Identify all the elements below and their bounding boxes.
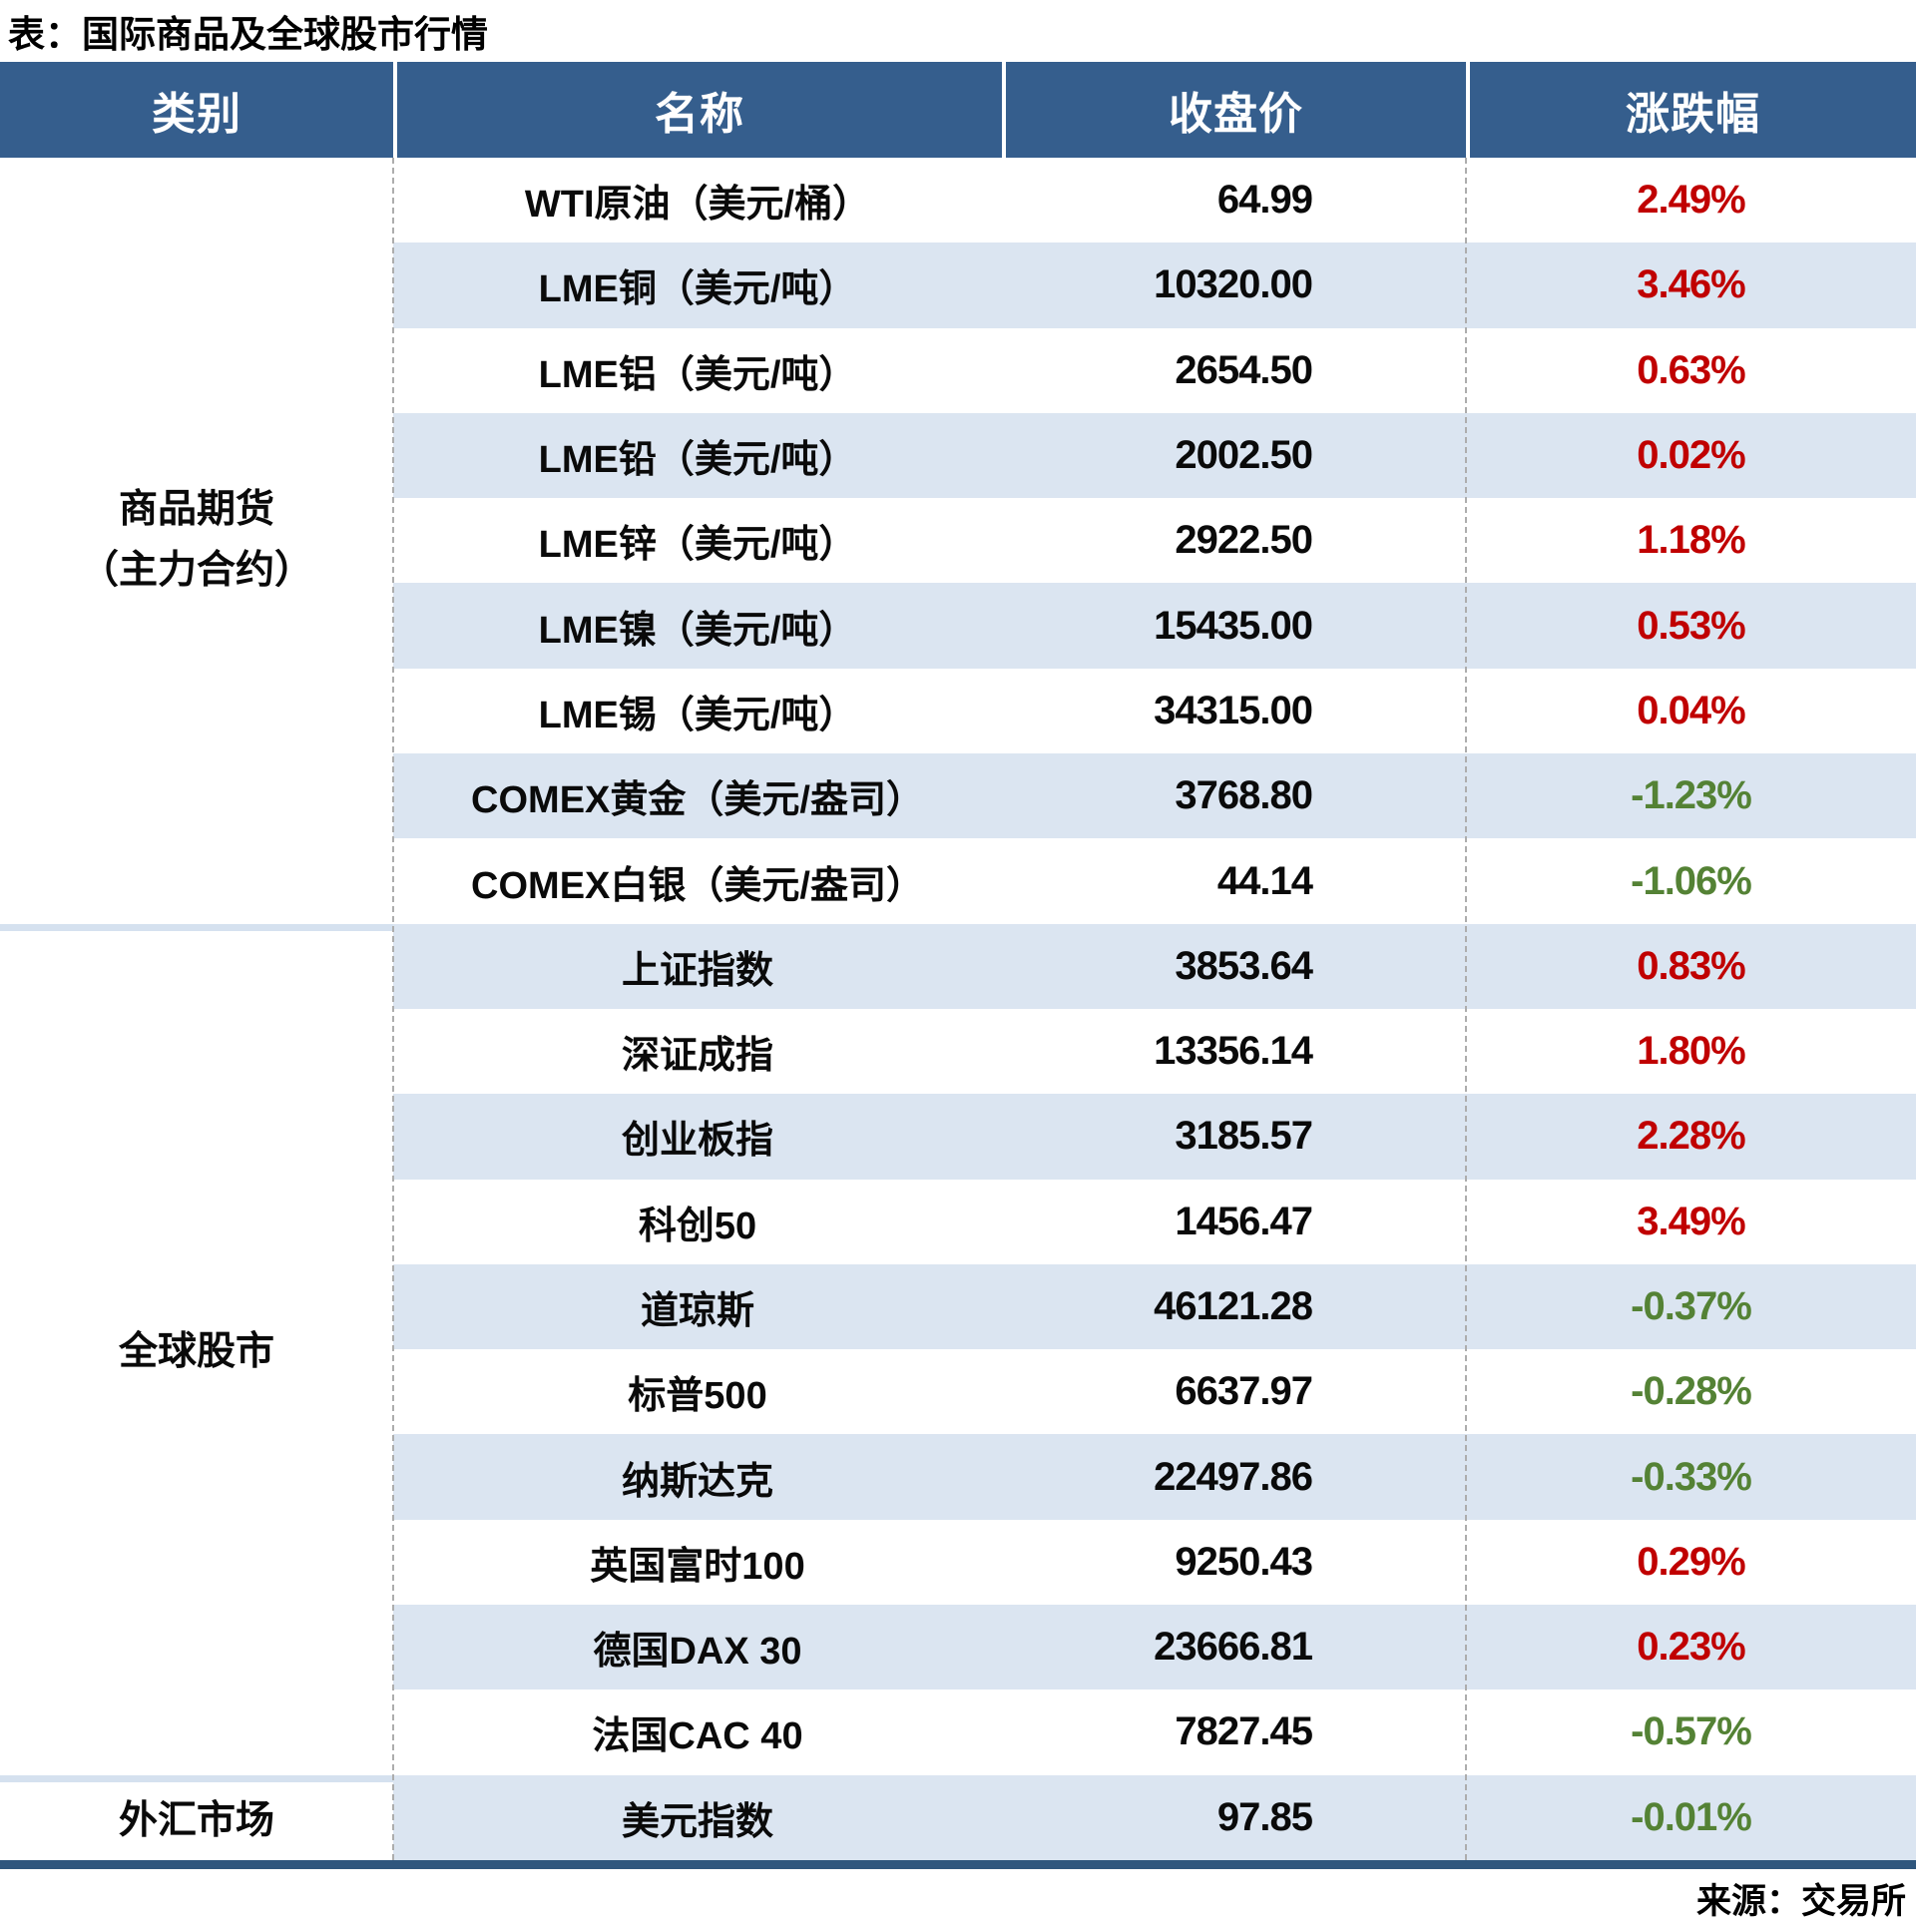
close-price-cell: 64.99 [1002, 158, 1466, 243]
source-note: 来源：交易所 [1695, 1882, 1906, 1922]
instrument-name-cell: LME铝（美元/吨） [393, 327, 1002, 413]
close-price-cell: 2922.50 [1002, 498, 1466, 584]
change-percent-cell: -1.23% [1466, 753, 1916, 839]
instrument-name-cell: COMEX白银（美元/盎司） [393, 838, 1002, 924]
instrument-name-cell: 深证成指 [393, 1008, 1002, 1095]
col-header-name: 名称 [393, 62, 1002, 158]
change-percent-cell: 0.02% [1466, 412, 1916, 499]
instrument-name-cell: 纳斯达克 [393, 1434, 1002, 1520]
instrument-name-cell: 德国DAX 30 [393, 1605, 1002, 1690]
instrument-name-cell: WTI原油（美元/桶） [393, 158, 1002, 243]
close-price-cell: 23666.81 [1002, 1605, 1466, 1690]
instrument-name-cell: 标普500 [393, 1349, 1002, 1435]
close-price-cell: 97.85 [1002, 1774, 1466, 1860]
col-header-category: 类别 [0, 62, 393, 158]
category-cell: 商品期货 （主力合约） [0, 158, 393, 924]
close-price-cell: 13356.14 [1002, 1008, 1466, 1095]
instrument-name-cell: LME锡（美元/吨） [393, 668, 1002, 754]
change-percent-cell: 0.83% [1466, 923, 1916, 1009]
change-percent-cell: 0.29% [1466, 1519, 1916, 1606]
close-price-cell: 15435.00 [1002, 583, 1466, 669]
instrument-name-cell: 道琼斯 [393, 1263, 1002, 1350]
instrument-name-cell: 创业板指 [393, 1094, 1002, 1180]
change-percent-cell: 0.23% [1466, 1605, 1916, 1690]
category-label: 外汇市场 [118, 1798, 274, 1842]
close-price-cell: 9250.43 [1002, 1519, 1466, 1606]
change-percent-cell: 1.18% [1466, 498, 1916, 584]
category-label: 商品期货 [118, 488, 274, 532]
close-price-cell: 44.14 [1002, 838, 1466, 924]
close-price-cell: 6637.97 [1002, 1349, 1466, 1435]
instrument-name-cell: 法国CAC 40 [393, 1690, 1002, 1775]
category-cell: 全球股市 [0, 923, 393, 1775]
close-price-cell: 34315.00 [1002, 668, 1466, 754]
close-price-cell: 2654.50 [1002, 327, 1466, 413]
change-percent-cell: 2.49% [1466, 158, 1916, 243]
col-header-change: 涨跌幅 [1466, 62, 1916, 158]
category-label: 全球股市 [118, 1330, 274, 1374]
close-price-cell: 3853.64 [1002, 923, 1466, 1009]
close-price-cell: 2002.50 [1002, 412, 1466, 499]
change-percent-cell: -0.33% [1466, 1434, 1916, 1520]
change-percent-cell: 2.28% [1466, 1094, 1916, 1180]
instrument-name-cell: 科创50 [393, 1179, 1002, 1264]
change-percent-cell: -0.37% [1466, 1263, 1916, 1350]
instrument-name-cell: LME镍（美元/吨） [393, 583, 1002, 669]
instrument-name-cell: 美元指数 [393, 1774, 1002, 1860]
close-price-cell: 7827.45 [1002, 1690, 1466, 1775]
col-header-close: 收盘价 [1002, 62, 1466, 158]
table-bottom-border [0, 1859, 1916, 1869]
market-table: 类别 名称 收盘价 涨跌幅 商品期货 （主力合约） WTI原油（美元/桶） 64.99… [0, 62, 1916, 1860]
instrument-name-cell: LME铜（美元/吨） [393, 242, 1002, 328]
change-percent-cell: -0.57% [1466, 1690, 1916, 1775]
close-price-cell: 46121.28 [1002, 1263, 1466, 1350]
change-percent-cell: 1.80% [1466, 1008, 1916, 1095]
category-cell: 外汇市场 [0, 1774, 393, 1860]
change-percent-cell: 0.04% [1466, 668, 1916, 754]
close-price-cell: 22497.86 [1002, 1434, 1466, 1520]
close-price-cell: 10320.00 [1002, 242, 1466, 328]
change-percent-cell: 0.63% [1466, 327, 1916, 413]
instrument-name-cell: 上证指数 [393, 923, 1002, 1009]
page-title: 表：国际商品及全球股市行情 [8, 14, 488, 55]
instrument-name-cell: LME铅（美元/吨） [393, 412, 1002, 499]
change-percent-cell: 0.53% [1466, 583, 1916, 669]
category-label: （主力合约） [79, 548, 313, 592]
change-percent-cell: 3.49% [1466, 1179, 1916, 1264]
change-percent-cell: -0.28% [1466, 1349, 1916, 1435]
close-price-cell: 3768.80 [1002, 753, 1466, 839]
close-price-cell: 3185.57 [1002, 1094, 1466, 1180]
instrument-name-cell: COMEX黄金（美元/盎司） [393, 753, 1002, 839]
instrument-name-cell: 英国富时100 [393, 1519, 1002, 1606]
change-percent-cell: -1.06% [1466, 838, 1916, 924]
change-percent-cell: 3.46% [1466, 242, 1916, 328]
instrument-name-cell: LME锌（美元/吨） [393, 498, 1002, 584]
change-percent-cell: -0.01% [1466, 1774, 1916, 1860]
close-price-cell: 1456.47 [1002, 1179, 1466, 1264]
